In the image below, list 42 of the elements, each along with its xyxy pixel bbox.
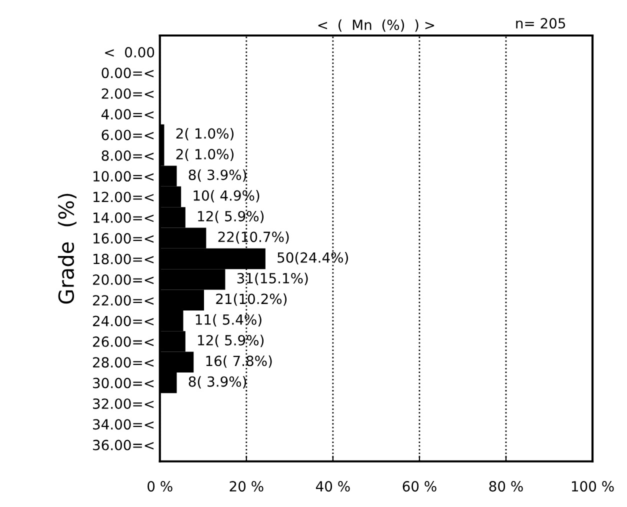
y-tick-label: 10.00=< — [94, 171, 154, 182]
y-tick-label: 22.00=< — [93, 295, 154, 306]
y-tick-label: < 0.00 — [105, 47, 154, 58]
y-tick-label: 12.00=< — [94, 192, 154, 202]
chart-title: < ( Mn (%) ) > — [318, 19, 434, 32]
data-label: 10( 4.9%) — [194, 190, 260, 202]
y-tick-label: 2.00=< — [102, 88, 154, 99]
y-tick-label: 0.00=< — [102, 68, 154, 78]
data-label: 11( 5.4%) — [196, 314, 262, 326]
data-label: 12( 5.9%) — [198, 210, 264, 224]
data-label: 31(15.1%) — [237, 272, 308, 286]
data-label: 16( 7.8%) — [206, 355, 272, 368]
x-tick-label: 0 % — [148, 481, 172, 492]
y-tick-label: 26.00=< — [93, 336, 154, 347]
y-tick-label: 4.00=< — [102, 109, 154, 120]
y-tick-label: 14.00=< — [94, 212, 154, 223]
y-tick-label: 16.00=< — [94, 233, 154, 244]
data-label: 8( 3.9%) — [188, 376, 246, 388]
data-label: 2( 1.0%) — [176, 148, 234, 162]
y-tick-label: 30.00=< — [93, 378, 154, 388]
x-tick-label: 80 % — [489, 481, 523, 492]
x-tick-label: 100 % — [572, 481, 614, 492]
x-tick-label: 20 % — [230, 481, 264, 492]
y-tick-label: 32.00=< — [93, 398, 154, 409]
y-tick-label: 24.00=< — [93, 316, 154, 326]
text: n= 205 — [516, 18, 566, 29]
y-tick-label: 18.00=< — [94, 254, 154, 264]
data-label: 8( 3.9%) — [188, 169, 246, 182]
y-tick-label: 28.00=< — [93, 357, 154, 368]
data-label: 2( 1.0%) — [176, 128, 234, 140]
y-tick-label: 34.00=< — [93, 419, 154, 430]
y-tick-label: 20.00=< — [93, 274, 154, 285]
data-label: 21(10.2%) — [216, 293, 287, 306]
y-tick-label: 36.00=< — [93, 440, 154, 450]
y-axis-title: Grade (%) — [58, 194, 77, 304]
data-label: 22(10.7%) — [218, 231, 289, 244]
data-label: 50(24.4%) — [278, 252, 348, 264]
x-tick-label: 60 % — [402, 481, 436, 492]
data-label: 12( 5.9%) — [198, 334, 264, 348]
y-tick-label: 6.00=< — [102, 130, 154, 140]
y-tick-label: 8.00=< — [102, 150, 154, 161]
x-tick-label: 40 % — [316, 481, 350, 492]
